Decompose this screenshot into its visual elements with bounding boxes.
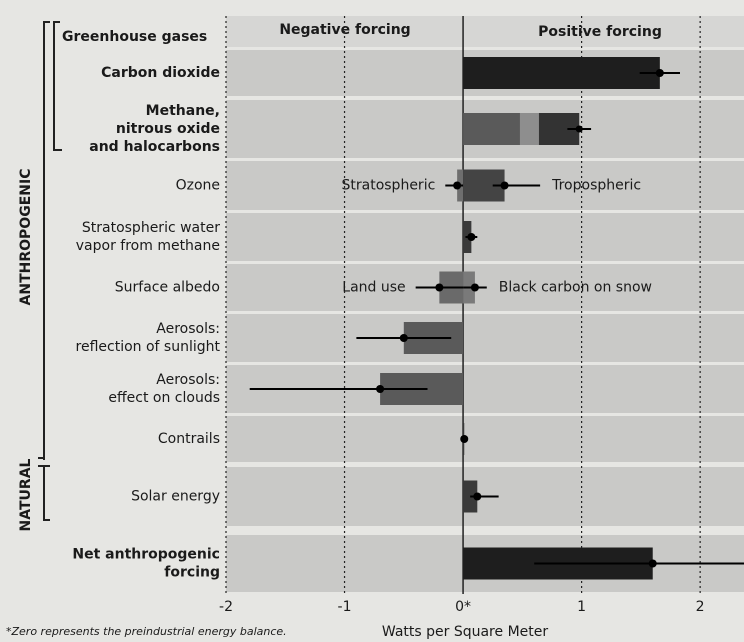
row-label: Carbon dioxide (101, 65, 220, 81)
row-label: effect on clouds (108, 390, 220, 406)
bracket (38, 21, 50, 460)
value-dot (473, 492, 482, 501)
bracket (38, 465, 50, 521)
row-label: Net anthropogenic (72, 547, 220, 563)
header-positive: Positive forcing (538, 24, 662, 40)
row-label: Stratospheric water (82, 220, 220, 236)
error-center (575, 125, 583, 133)
row-label: vapor from methane (76, 238, 220, 254)
value-dot (467, 233, 476, 241)
bar-segment (519, 113, 539, 145)
value-dot (648, 559, 657, 568)
row-label: Ozone (176, 178, 220, 194)
row-label: Methane, (146, 103, 220, 119)
bar-segment (463, 113, 520, 145)
subgroup-label: Greenhouse gases (62, 29, 207, 45)
row-label: nitrous oxide (116, 121, 220, 137)
value-dot (453, 181, 462, 190)
bar (463, 57, 660, 89)
x-tick-label: 0* (455, 599, 471, 615)
row-label: reflection of sunlight (76, 339, 221, 355)
row-label: Aerosols: (156, 372, 220, 388)
value-dot (399, 334, 408, 342)
x-tick-label: 1 (577, 599, 586, 615)
row-label: forcing (164, 565, 220, 581)
row-band (226, 416, 744, 462)
footnote: *Zero represents the preindustrial energ… (6, 625, 287, 638)
bracket (53, 21, 62, 151)
row-band (226, 213, 744, 261)
row-label: Surface albedo (115, 280, 220, 296)
header-negative: Negative forcing (279, 22, 410, 38)
row-band (226, 314, 744, 362)
x-tick-label: -1 (338, 599, 352, 615)
x-tick-label: 2 (696, 599, 705, 615)
x-tick-label: -2 (219, 599, 233, 615)
row-label: and halocarbons (89, 139, 220, 155)
group-label: ANTHROPOGENIC (18, 169, 34, 306)
row-label: Aerosols: (156, 321, 220, 337)
value-dot (470, 283, 479, 292)
bands (226, 16, 744, 592)
group-label: NATURAL (18, 458, 34, 531)
value-dot (655, 69, 664, 77)
bar-annotation: Land use (342, 280, 405, 296)
bar-annotation: Stratospheric (342, 178, 436, 194)
value-dot (500, 181, 509, 190)
value-dot (376, 385, 385, 393)
value-dot (460, 435, 469, 443)
bar-annotation: Black carbon on snow (499, 280, 652, 296)
header-band (226, 16, 744, 47)
value-dot (435, 283, 444, 292)
bar-annotation: Tropospheric (551, 178, 641, 194)
row-label: Solar energy (131, 489, 220, 505)
x-axis-label: Watts per Square Meter (382, 624, 548, 640)
row-label: Contrails (158, 431, 220, 447)
